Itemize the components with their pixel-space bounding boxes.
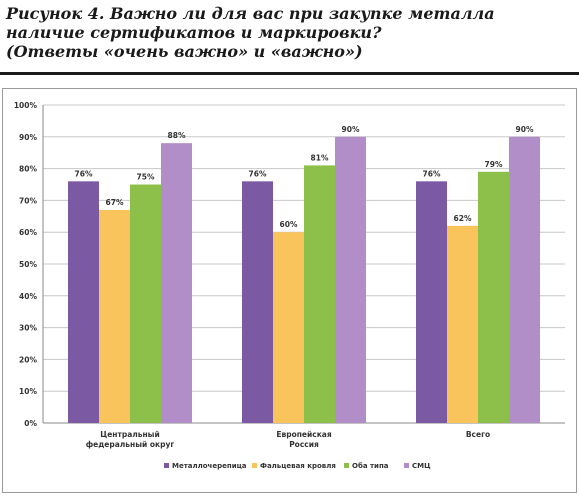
y-tick-label: 20% [19,355,37,364]
caption-line-1: Рисунок 4. Важно ли для вас при закупке … [6,4,495,23]
y-tick-label: 30% [19,324,37,333]
bar [242,181,273,423]
data-label: 62% [454,214,472,223]
bar [478,171,509,423]
data-label: 79% [485,160,503,169]
caption-divider [0,72,579,75]
caption-line-2: наличие сертификатов и маркировки? [6,23,382,42]
figure-caption: Рисунок 4. Важно ли для вас при закупке … [6,4,573,61]
data-label: 75% [137,173,155,182]
bar [68,181,99,423]
legend-label: СМЦ [412,462,431,470]
y-tick-label: 100% [14,101,38,110]
data-label: 76% [423,169,441,178]
y-tick-label: 50% [19,260,37,269]
legend-swatch [164,463,169,468]
bar [509,136,540,424]
bar [447,225,478,423]
legend-label: Фальцевая кровля [260,462,336,470]
data-label: 60% [280,220,298,229]
bar [273,232,304,423]
x-category-label: федеральный округ [86,440,175,449]
data-label: 76% [75,169,93,178]
bar [130,184,161,423]
bar [161,143,192,423]
data-label: 90% [516,125,534,134]
bar [335,136,366,424]
x-category-label: Всего [466,430,490,439]
data-label: 88% [168,131,186,140]
legend-swatch [404,463,409,468]
x-category-label: Европейская [276,430,332,439]
x-category-label: Центральный [100,430,159,439]
data-label: 67% [106,198,124,207]
y-tick-label: 60% [19,228,37,237]
data-label: 81% [311,153,329,162]
y-tick-label: 10% [19,387,37,396]
legend-label: Металлочерепица [172,462,247,470]
y-tick-label: 90% [19,133,37,142]
y-tick-label: 70% [19,196,37,205]
y-tick-label: 40% [19,292,37,301]
y-tick-label: 0% [24,419,37,428]
data-label: 76% [249,169,267,178]
bar-chart: 0% 10% 20% 30% 40% 50% 60% 70% 80% 90% 100% 76% 67% 7… [14,101,565,470]
bar [416,181,447,423]
chart-panel: 0% 10% 20% 30% 40% 50% 60% 70% 80% 90% 100% 76% 67% 7… [2,88,577,493]
legend-swatch [252,463,257,468]
caption-line-3: (Ответы «очень важно» и «важно») [6,42,363,61]
legend-label: Оба типа [352,462,389,470]
legend-swatch [344,463,349,468]
bar [304,165,335,424]
x-category-label: Россия [289,440,319,449]
bar [99,209,130,423]
data-label: 90% [342,125,360,134]
y-tick-label: 80% [19,165,37,174]
